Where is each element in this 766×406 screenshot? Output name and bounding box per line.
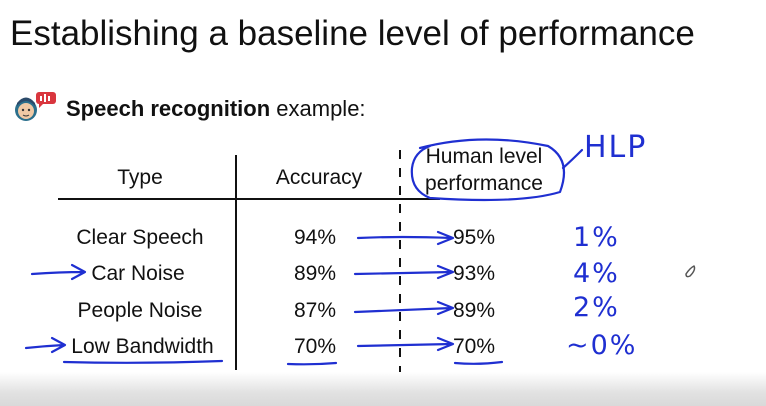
row-human: 95% [452, 226, 496, 249]
row-accuracy: 70% [293, 335, 337, 358]
row-human: 70% [452, 335, 496, 358]
slide-title: Establishing a baseline level of perform… [10, 14, 695, 53]
row-human: 93% [452, 262, 496, 285]
underline-low-bandwidth [62, 359, 224, 364]
row-human: 89% [452, 299, 496, 322]
row-accuracy: 87% [293, 299, 337, 322]
arrow-row-1 [356, 230, 455, 246]
header-human-line1: Human level [425, 145, 543, 168]
video-bottom-shade [0, 372, 766, 406]
hlp-circle-ink [410, 138, 566, 202]
hlp-connector-ink [561, 148, 584, 170]
header-human-line2: performance [425, 172, 543, 195]
arrow-row-2 [353, 264, 455, 280]
row-type: People Noise [77, 299, 203, 322]
row-accuracy: 94% [293, 226, 337, 249]
example-heading-bold: Speech recognition [66, 96, 271, 121]
row-type: Car Noise [91, 262, 185, 285]
gap-row-2: 4% [573, 258, 620, 289]
underline-human-70 [453, 360, 504, 365]
underline-acc-70 [286, 361, 338, 366]
gap-row-1: 1% [573, 222, 620, 253]
example-heading: Speech recognition example: [66, 96, 366, 122]
gap-row-4: ~0% [566, 330, 638, 361]
arrow-row-3 [353, 300, 455, 316]
example-heading-rest: example: [270, 96, 366, 121]
header-accuracy: Accuracy [275, 166, 363, 189]
row-type: Low Bandwidth [71, 335, 214, 358]
speaker-avatar-icon [15, 92, 56, 121]
hlp-label: HLP [584, 130, 648, 165]
stray-ink-mark [685, 265, 696, 278]
arrow-row-4 [356, 336, 455, 352]
row-type: Clear Speech [76, 226, 204, 249]
arrow-low-bandwidth [24, 336, 67, 354]
gap-row-3: 2% [573, 292, 620, 323]
row-accuracy: 89% [293, 262, 337, 285]
arrow-car-noise [30, 263, 87, 281]
header-type: Type [117, 166, 163, 189]
